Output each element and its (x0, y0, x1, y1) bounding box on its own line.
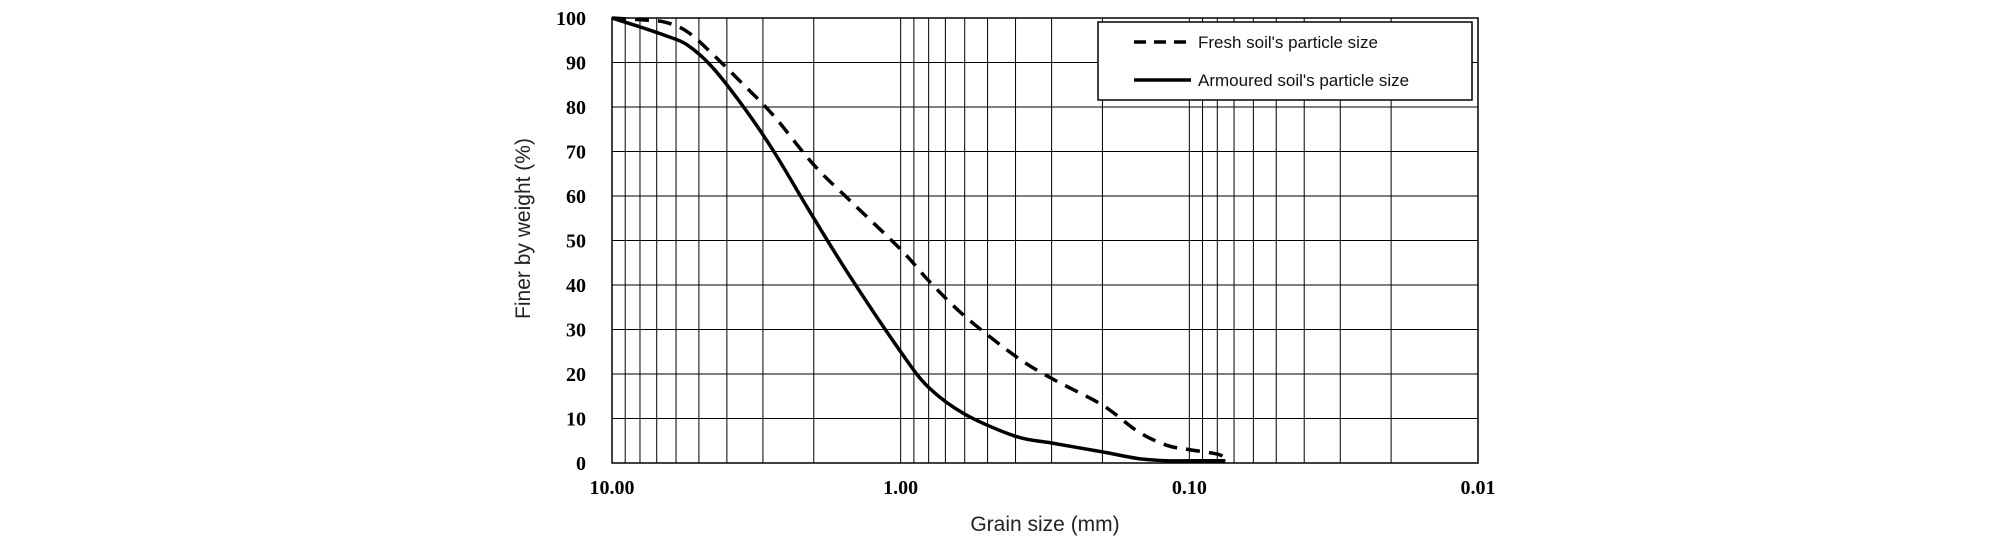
x-tick-label: 1.00 (883, 477, 918, 499)
legend-label-fresh-soil: Fresh soil's particle size (1198, 33, 1378, 52)
y-tick-label: 70 (566, 142, 586, 164)
x-tick-label: 10.00 (590, 477, 635, 499)
x-axis-label: Grain size (mm) (970, 513, 1119, 536)
y-tick-label: 10 (566, 409, 586, 431)
y-tick-label: 30 (566, 320, 586, 342)
y-axis-label: Finer by weight (%) (512, 138, 535, 319)
legend-label-armoured-soil: Armoured soil's particle size (1198, 71, 1409, 90)
y-tick-label: 90 (566, 53, 586, 75)
plot-frame (611, 17, 1479, 464)
y-tick-label: 100 (556, 8, 586, 30)
y-tick-label: 60 (566, 186, 586, 208)
y-tick-label: 40 (566, 275, 586, 297)
series-line-armoured-soil (611, 16, 1226, 463)
x-tick-label: 0.10 (1172, 477, 1207, 499)
series-line-fresh-soil (611, 16, 1227, 461)
y-tick-label: 0 (576, 453, 586, 475)
x-tick-label: 0.01 (1461, 477, 1496, 499)
y-tick-label: 20 (566, 364, 586, 386)
series-layer (611, 16, 1227, 463)
tick-layer: 0 10 20 30 40 50 60 70 80 90 100 10.00 1.00 0.10 0.01 (556, 8, 1496, 499)
legend: Fresh soil's particle size Armoured soil… (1097, 21, 1473, 101)
y-tick-label: 80 (566, 97, 586, 119)
legend-box (1097, 21, 1473, 101)
y-tick-label: 50 (566, 231, 586, 253)
